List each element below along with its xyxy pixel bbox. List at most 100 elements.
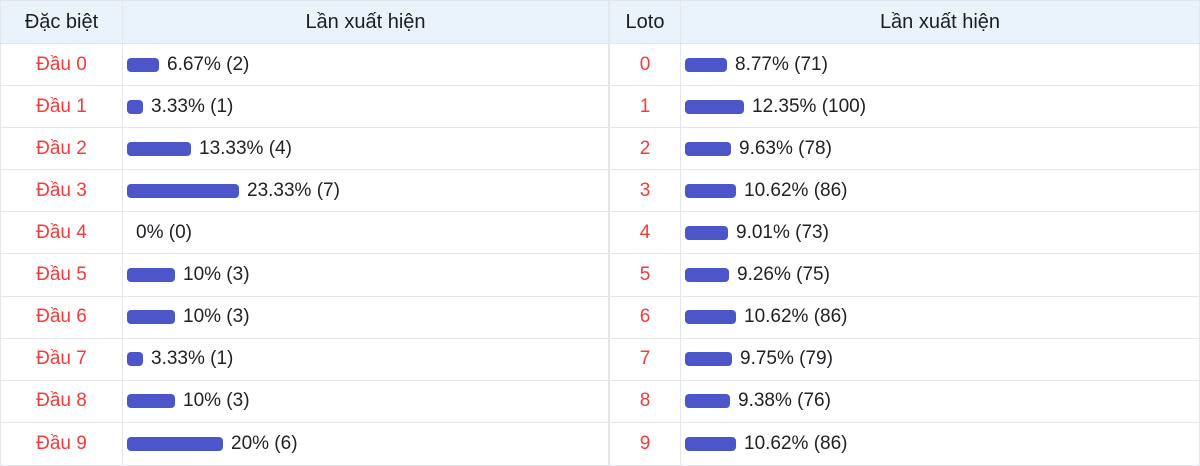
frequency-value: 23.33% (7) [247,179,340,201]
frequency-bar [127,268,175,283]
frequency-cell: 10.62% (86) [681,170,1199,211]
frequency-cell: 10% (3) [123,254,608,295]
table-row: Đầu 4 0% (0) [1,212,608,255]
frequency-cell: 0% (0) [123,212,608,253]
frequency-bar [127,99,143,114]
table-dac-biet: Đặc biệt Lần xuất hiện Đầu 0 6.67% (2) Đ… [1,1,609,465]
table-row: Đầu 2 13.33% (4) [1,128,608,171]
frequency-cell: 9.01% (73) [681,212,1199,253]
column-header-loto: Loto [610,1,681,43]
frequency-cell: 8.77% (71) [681,44,1199,85]
table-row: 1 12.35% (100) [610,86,1199,129]
table-row: Đầu 6 10% (3) [1,296,608,339]
frequency-cell: 9.75% (79) [681,339,1199,380]
frequency-value: 9.75% (79) [740,348,833,370]
table-row: 8 9.38% (76) [610,380,1199,423]
frequency-value: 12.35% (100) [752,95,867,117]
frequency-bar [127,352,143,367]
table-row: 7 9.75% (79) [610,338,1199,381]
row-label: 3 [610,170,681,212]
row-label: 0 [610,44,681,86]
frequency-value: 10.62% (86) [744,306,848,328]
frequency-cell: 6.67% (2) [123,44,608,85]
frequency-cell: 9.26% (75) [681,254,1199,295]
table-row: Đầu 5 10% (3) [1,254,608,297]
table-row: Đầu 7 3.33% (1) [1,338,608,381]
frequency-bar [685,436,736,451]
frequency-bar [685,394,730,409]
table-row: 9 10.62% (86) [610,422,1199,465]
frequency-value: 9.01% (73) [736,221,829,243]
frequency-bar [127,436,223,451]
table-body: 0 8.77% (71) 1 12.35% (100) 2 9.63% (78)… [610,44,1199,465]
row-label: Đầu 0 [1,44,123,86]
frequency-bar [685,141,731,156]
frequency-bar [127,57,159,72]
frequency-value: 10.62% (86) [744,432,848,454]
frequency-value: 9.26% (75) [737,264,830,286]
frequency-value: 9.38% (76) [738,390,831,412]
row-label: Đầu 8 [1,380,123,422]
frequency-bar [685,99,744,114]
frequency-bar [127,310,175,325]
table-row: 4 9.01% (73) [610,212,1199,255]
row-label: Đầu 2 [1,128,123,170]
frequency-cell: 10% (3) [123,381,608,422]
column-header-dac-biet: Đặc biệt [1,1,123,43]
frequency-cell: 13.33% (4) [123,128,608,169]
frequency-value: 3.33% (1) [151,348,234,370]
row-label: 5 [610,254,681,296]
row-label: 7 [610,338,681,380]
frequency-cell: 23.33% (7) [123,170,608,211]
frequency-value: 6.67% (2) [167,53,250,75]
frequency-value: 20% (6) [231,432,298,454]
frequency-cell: 3.33% (1) [123,86,608,127]
frequency-value: 3.33% (1) [151,95,234,117]
frequency-bar [685,225,728,240]
frequency-value: 10% (3) [183,306,250,328]
table-row: Đầu 8 10% (3) [1,380,608,423]
row-label: Đầu 6 [1,296,123,338]
table-row: Đầu 9 20% (6) [1,422,608,465]
table-row: 2 9.63% (78) [610,128,1199,171]
frequency-bar [685,352,732,367]
table-row: Đầu 3 23.33% (7) [1,170,608,213]
row-label: 1 [610,86,681,128]
frequency-bar [127,141,191,156]
frequency-bar [685,310,736,325]
frequency-value: 13.33% (4) [199,137,292,159]
column-header-lan-xuat-hien: Lần xuất hiện [305,10,426,33]
frequency-cell: 10.62% (86) [681,423,1199,465]
frequency-value: 10.62% (86) [744,179,848,201]
frequency-value: 0% (0) [136,221,192,243]
frequency-bar [127,183,239,198]
row-label: 6 [610,296,681,338]
table-row: 0 8.77% (71) [610,44,1199,87]
row-label: Đầu 4 [1,212,123,254]
table-row: 6 10.62% (86) [610,296,1199,339]
frequency-value: 10% (3) [183,390,250,412]
table-row: Đầu 0 6.67% (2) [1,44,608,87]
row-label: 8 [610,380,681,422]
frequency-cell: 12.35% (100) [681,86,1199,127]
row-label: 2 [610,128,681,170]
row-label: Đầu 1 [1,86,123,128]
frequency-value: 8.77% (71) [735,53,828,75]
table-row: Đầu 1 3.33% (1) [1,86,608,129]
row-label: Đầu 3 [1,170,123,212]
frequency-bar [127,394,175,409]
frequency-bar [685,57,727,72]
frequency-value: 10% (3) [183,264,250,286]
frequency-bar [685,183,736,198]
row-label: 4 [610,212,681,254]
table-header: Đặc biệt Lần xuất hiện [1,1,608,44]
row-label: 9 [610,422,681,465]
frequency-cell: 10% (3) [123,297,608,338]
table-loto: Loto Lần xuất hiện 0 8.77% (71) 1 12.35%… [609,1,1199,465]
frequency-cell: 3.33% (1) [123,339,608,380]
frequency-cell: 9.63% (78) [681,128,1199,169]
frequency-value: 9.63% (78) [739,137,832,159]
row-label: Đầu 9 [1,422,123,465]
row-label: Đầu 5 [1,254,123,296]
